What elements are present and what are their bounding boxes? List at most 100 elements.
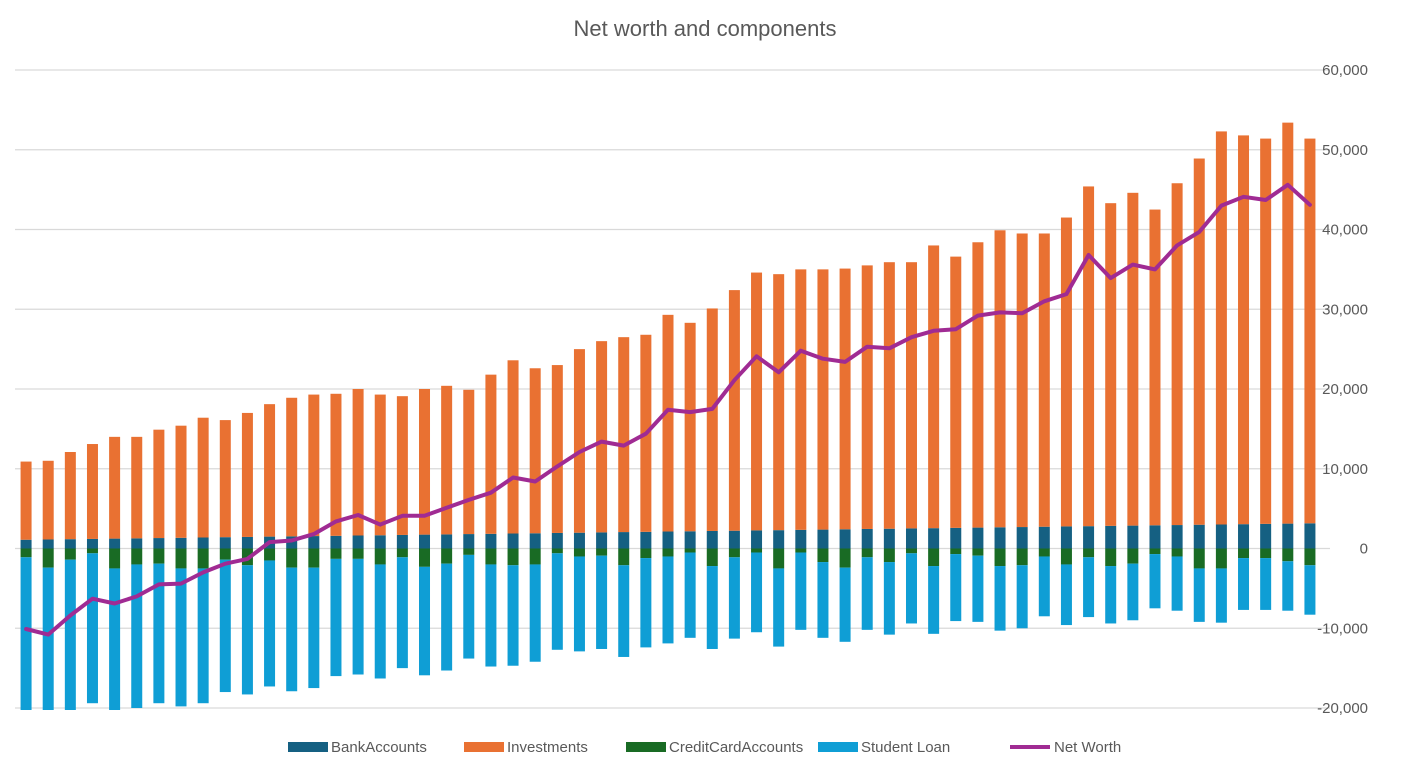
bar-student-loan [1215,568,1227,623]
bar-student-loan [197,568,209,704]
legend-label: Investments [507,739,588,756]
bar-bankaccounts [529,533,541,549]
y-tick-label: 50,000 [1322,142,1368,159]
bar-bankaccounts [1238,524,1250,549]
bar-creditcardaccounts [573,548,585,557]
bar-bankaccounts [706,530,718,549]
bar-investments [706,308,718,531]
bar-student-loan [618,565,630,657]
bar-bankaccounts [751,530,763,549]
bar-creditcardaccounts [1127,548,1139,564]
bar-bankaccounts [330,535,342,549]
y-tick-label: 40,000 [1322,222,1368,239]
bar-bankaccounts [1215,524,1227,549]
bar-creditcardaccounts [20,548,32,558]
bar-student-loan [1304,565,1316,615]
bar-student-loan [330,558,342,677]
bar-bankaccounts [1149,525,1161,549]
bar-bankaccounts [42,539,54,549]
bar-investments [1304,138,1316,524]
bar-student-loan [419,566,431,676]
net-worth-line [24,182,1312,637]
bar-investments [1127,192,1139,526]
bar-creditcardaccounts [286,548,298,568]
bar-investments [197,417,209,538]
bar-bankaccounts [419,534,431,549]
bar-bankaccounts [308,536,320,549]
bar-investments [551,365,563,533]
bar-investments [928,245,940,529]
bar-investments [1149,209,1161,526]
bar-creditcardaccounts [374,548,386,565]
bar-investments [596,341,608,533]
bar-bankaccounts [795,529,807,549]
bar-creditcardaccounts [153,548,165,564]
bar-bankaccounts [1193,524,1205,549]
bar-creditcardaccounts [551,548,563,554]
bar-bankaccounts [441,534,453,549]
bar-creditcardaccounts [352,548,364,559]
bar-student-loan [175,568,187,707]
bar-creditcardaccounts [994,548,1006,567]
bar-investments [86,444,98,539]
bar-bankaccounts [883,528,895,549]
bar-investments [662,314,674,532]
bar-creditcardaccounts [1193,548,1205,569]
bar-student-loan [773,568,785,647]
bar-student-loan [1060,564,1072,626]
bar-bankaccounts [396,534,408,549]
bar-student-loan [1171,556,1183,611]
legend-swatch [464,742,504,752]
bar-student-loan [861,557,873,630]
y-tick-label: 60,000 [1322,62,1368,79]
bar-investments [817,269,829,530]
net-worth-line-group [24,182,1312,637]
bar-bankaccounts [1260,523,1272,549]
bar-investments [131,436,143,539]
bar-student-loan [153,563,165,704]
bar-creditcardaccounts [131,548,143,565]
bar-investments [529,368,541,534]
bar-creditcardaccounts [197,548,209,569]
bar-creditcardaccounts [485,548,497,565]
bar-student-loan [795,552,807,630]
bar-bankaccounts [861,528,873,549]
bar-investments [883,262,895,529]
bar-investments [264,404,276,537]
bar-investments [330,393,342,536]
bar-investments [1282,122,1294,524]
bar-investments [153,429,165,539]
bar-bankaccounts [153,538,165,549]
bar-creditcardaccounts [1260,548,1272,559]
bar-student-loan [131,564,143,708]
bar-creditcardaccounts [419,548,431,567]
bar-investments [795,269,807,530]
bar-student-loan [1193,568,1205,622]
bar-student-loan [109,568,121,710]
bar-investments [1260,138,1272,524]
bar-investments [1038,233,1050,527]
bar-investments [463,389,475,535]
bar-student-loan [684,552,696,638]
bar-creditcardaccounts [596,548,608,556]
bar-student-loan [883,562,895,635]
bar-student-loan [839,567,851,642]
bar-creditcardaccounts [1304,548,1316,566]
bar-student-loan [596,555,608,649]
bar-investments [1215,131,1227,525]
bar-creditcardaccounts [684,548,696,553]
bar-student-loan [1238,558,1250,610]
bar-investments [1083,186,1095,527]
bar-student-loan [64,559,76,710]
bar-investments [1060,217,1072,527]
bar-student-loan [374,564,386,679]
bar-student-loan [1083,557,1095,618]
bar-student-loan [1038,556,1050,617]
bar-creditcardaccounts [463,548,475,555]
bar-investments [507,360,519,534]
bar-investments [684,322,696,532]
chart-title: Net worth and components [574,16,837,41]
legend-item: Net Worth [1010,739,1121,756]
bar-creditcardaccounts [662,548,674,557]
